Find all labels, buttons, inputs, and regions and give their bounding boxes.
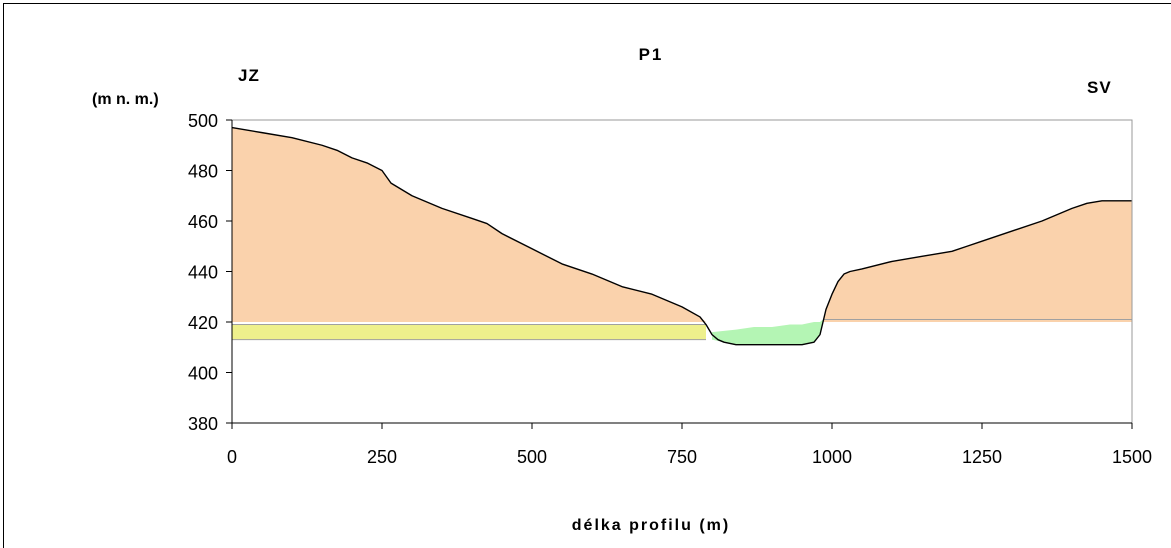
chart-title: P1: [639, 45, 664, 64]
x-tick-label: 0: [227, 447, 237, 467]
y-axis-label: (m n. m.): [92, 91, 159, 108]
y-tick-label: 440: [188, 263, 218, 283]
left-direction-label: JZ: [238, 66, 260, 85]
x-tick-label: 1000: [812, 447, 852, 467]
x-tick-label: 1500: [1112, 447, 1152, 467]
y-tick-label: 500: [188, 111, 218, 131]
plot-areas: [232, 127, 1132, 345]
x-tick-label: 250: [367, 447, 397, 467]
x-ticks: 0 250 500 750 1000 1250 1500: [227, 423, 1152, 467]
terrain-area: [232, 127, 1132, 322]
y-tick-label: 420: [188, 313, 218, 333]
plot-lines: [231, 126, 1132, 346]
x-tick-label: 750: [667, 447, 697, 467]
x-axis-label: délka profilu (m): [572, 517, 730, 534]
x-tick-label: 500: [517, 447, 547, 467]
y-ticks: 380 400 420 440 460 480 500: [188, 111, 232, 434]
y-tick-label: 480: [188, 162, 218, 182]
x-tick-label: 1250: [962, 447, 1002, 467]
y-tick-label: 460: [188, 212, 218, 232]
terrain-outline: [231, 126, 1132, 346]
y-tick-label: 380: [188, 414, 218, 434]
y-tick-label: 400: [188, 364, 218, 384]
right-direction-label: SV: [1087, 78, 1112, 97]
river-area: [712, 319, 823, 345]
water-level-band: [232, 324, 706, 340]
